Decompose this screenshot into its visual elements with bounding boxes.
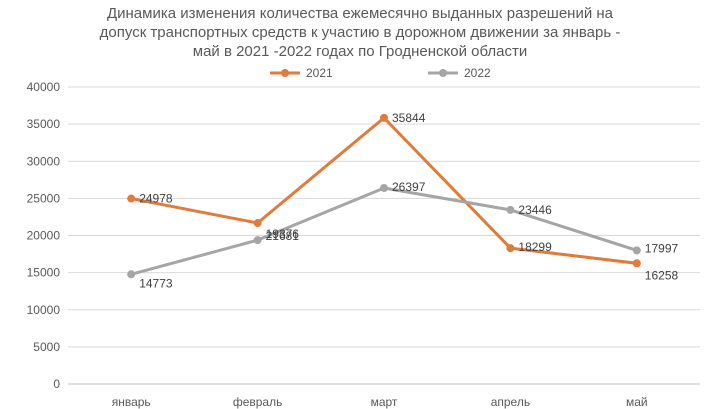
data-label-2021: 21681 [266,229,300,243]
y-tick-label: 20000 [27,229,61,243]
legend-label-2021: 2021 [306,66,333,80]
data-label-2022: 23446 [518,203,552,217]
data-label-2022: 14773 [139,276,173,290]
chart-title-line-2: допуск транспортных средств к участию в … [99,24,621,41]
y-tick-label: 30000 [27,154,61,168]
x-tick-label: апрель [491,395,530,409]
y-tick-label: 10000 [27,303,61,317]
y-tick-label: 15000 [27,266,61,280]
x-tick-label: февраль [233,395,283,409]
data-point-2022 [127,270,136,279]
chart-title: Динамика изменения количества ежемесячно… [0,4,720,61]
y-tick-label: 35000 [27,117,61,131]
data-point-2022 [506,205,515,214]
chart-title-line-1: Динамика изменения количества ежемесячно… [106,5,614,22]
data-label-2021: 24978 [139,192,173,206]
data-label-2021: 16258 [645,268,679,282]
legend-marker-2022 [439,69,447,77]
data-label-2022: 17997 [645,241,679,255]
data-label-2021: 18299 [518,240,552,254]
data-point-2022 [380,184,388,193]
x-tick-label: январь [112,395,151,409]
data-point-2022 [253,236,262,245]
legend-marker-2021 [281,69,289,77]
legend-label-2022: 2022 [464,66,491,80]
data-label-2022: 26397 [392,180,426,194]
series-line-2022 [130,186,638,276]
y-tick-label: 5000 [33,340,60,354]
y-tick-label: 40000 [27,80,61,94]
data-point-2021 [632,259,641,268]
data-point-2021 [253,219,262,228]
data-point-2022 [632,246,641,255]
data-point-2021 [380,113,388,122]
x-tick-label: март [371,395,398,409]
chart-title-line-3: май в 2021 -2022 годах по Гродненской об… [192,43,528,60]
data-point-2021 [506,244,515,253]
y-tick-label: 25000 [27,191,61,205]
data-label-2022: 19376 [266,227,300,241]
data-label-2021: 35844 [392,111,426,125]
data-point-2021 [127,194,136,203]
x-tick-label: май [626,395,648,409]
y-tick-label: 0 [53,377,60,391]
